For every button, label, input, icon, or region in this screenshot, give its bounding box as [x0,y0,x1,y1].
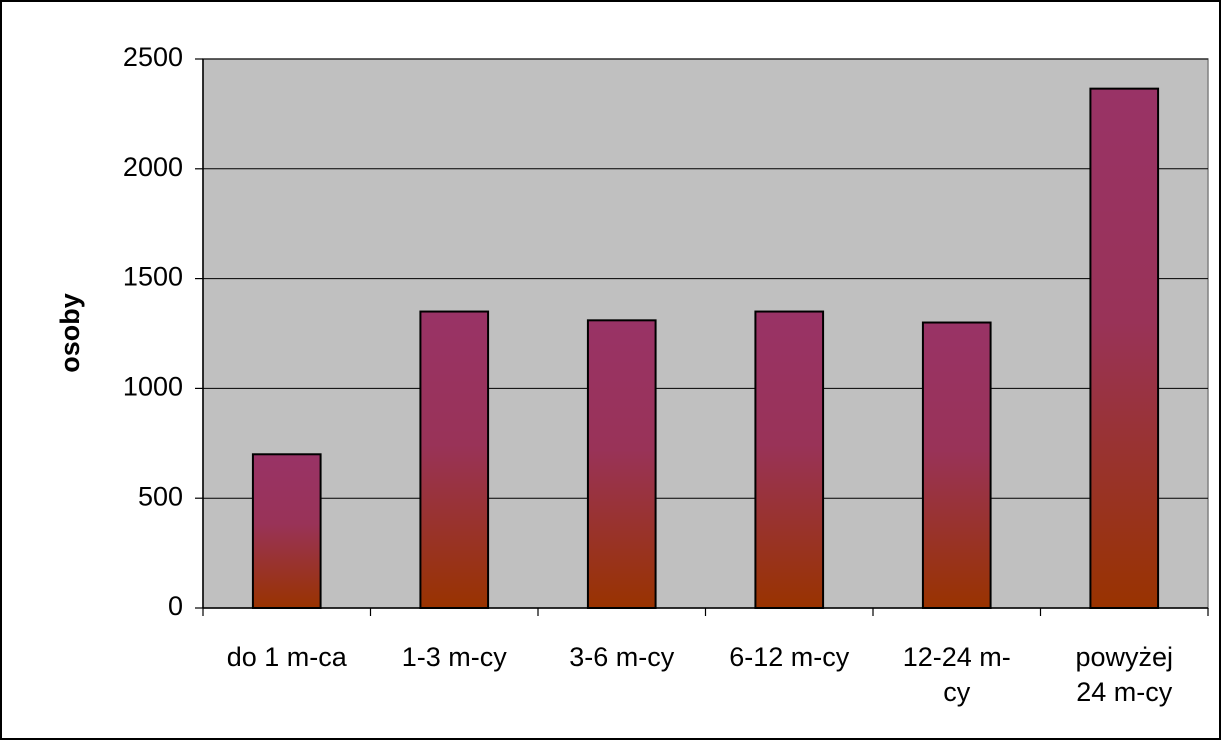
y-tick-labels: 0 500 1000 1500 2000 2500 [123,42,183,621]
x-tick-label: 3-6 m-cy [569,642,675,672]
x-tick-label: 6-12 m-cy [729,642,850,672]
y-tick-label: 1500 [123,262,183,292]
bar [419,310,490,609]
x-tick-label: cy [943,677,971,707]
bars [251,87,1160,610]
x-tick-label: powyżej [1075,642,1173,672]
bar [251,453,322,609]
y-tick-label: 1000 [123,372,183,402]
grid-lines [203,58,1208,499]
x-tick-labels: do 1 m-ca 1-3 m-cy 3-6 m-cy 6-12 m-cy 12-24 … [227,642,1173,707]
bar [754,310,825,609]
axes [195,58,1209,616]
y-axis-title: osoby [55,293,85,373]
x-tick-label: do 1 m-ca [227,642,348,672]
x-tick-label: 24 m-cy [1076,677,1173,707]
y-tick-label: 0 [168,591,183,621]
x-tick-label: 12-24 m- [903,642,1011,672]
bar [1089,87,1160,610]
y-tick-label: 2500 [123,42,183,72]
y-tick-label: 500 [138,481,183,511]
y-tick-label: 2000 [123,152,183,182]
bar [586,319,657,609]
x-tick-label: 1-3 m-cy [402,642,508,672]
bar [921,321,992,609]
plot-area [202,58,1209,609]
